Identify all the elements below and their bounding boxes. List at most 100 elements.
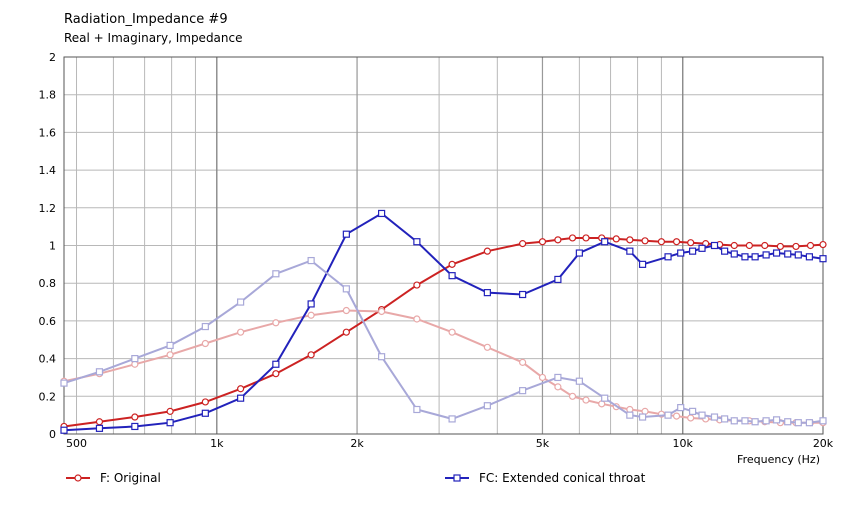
data-point <box>60 426 68 434</box>
data-point <box>792 242 800 251</box>
data-point <box>60 379 68 387</box>
data-point <box>554 383 562 391</box>
data-point <box>307 256 315 265</box>
data-point <box>664 411 672 419</box>
data-point <box>601 238 609 246</box>
x-tick-labels: 500 1k 2k 5k 10k 20k <box>66 437 834 450</box>
series-layer <box>60 209 827 434</box>
data-point <box>568 392 577 400</box>
data-point <box>762 417 770 425</box>
data-point <box>519 240 527 248</box>
x-tick-label: 10k <box>673 437 694 450</box>
data-point <box>672 238 681 246</box>
data-point <box>378 353 386 361</box>
data-point <box>272 270 280 278</box>
data-point <box>638 413 647 421</box>
legend-label: F: Original <box>100 471 161 485</box>
data-point <box>307 311 315 319</box>
data-point <box>698 411 706 419</box>
legend-label: FC: Extended conical throat <box>479 471 646 485</box>
data-point <box>772 416 781 424</box>
data-point <box>307 351 315 359</box>
series-line <box>63 259 824 424</box>
data-point <box>687 414 695 422</box>
data-point <box>819 255 827 263</box>
x-tick-label: 500 <box>66 437 87 450</box>
data-point <box>730 241 738 250</box>
data-point <box>131 422 139 431</box>
series-FC-imag <box>60 256 827 427</box>
series-F-real <box>60 234 827 431</box>
data-point <box>166 341 174 350</box>
data-point <box>483 343 491 351</box>
data-point <box>751 253 759 261</box>
data-point <box>741 253 749 261</box>
data-point <box>641 237 649 245</box>
data-point <box>575 249 583 257</box>
data-point <box>378 307 386 316</box>
data-point <box>413 281 421 289</box>
data-point <box>819 417 827 425</box>
data-point <box>689 247 697 255</box>
data-point <box>237 385 245 393</box>
data-point <box>730 417 738 425</box>
data-point <box>131 355 139 363</box>
data-point <box>237 328 245 336</box>
data-point <box>745 241 753 250</box>
y-tick-label: 1.8 <box>39 89 57 102</box>
data-point <box>601 394 609 402</box>
data-point <box>538 373 547 382</box>
data-point <box>794 251 802 259</box>
data-point <box>237 394 245 402</box>
data-point <box>677 404 685 412</box>
data-point <box>626 247 634 255</box>
data-point <box>819 240 827 249</box>
data-point <box>626 236 634 244</box>
data-point <box>483 247 491 255</box>
data-point <box>806 241 815 250</box>
data-point <box>201 398 209 406</box>
data-point <box>568 234 577 242</box>
data-point <box>805 253 813 261</box>
data-point <box>95 418 104 426</box>
data-point <box>554 275 562 284</box>
data-point <box>448 415 456 423</box>
y-tick-label: 0.4 <box>39 353 57 366</box>
y-tick-label: 0.6 <box>39 315 57 328</box>
data-point <box>272 370 280 378</box>
data-point <box>519 358 527 366</box>
data-point <box>721 415 729 423</box>
data-point <box>677 249 685 257</box>
data-point <box>672 412 681 420</box>
data-point <box>582 396 590 404</box>
series-line <box>63 309 823 424</box>
data-point <box>762 251 770 259</box>
legend: F: Original FC: Extended conical throat <box>66 471 646 485</box>
y-tick-label: 1.6 <box>39 126 57 139</box>
data-point <box>483 289 491 297</box>
y-tick-label: 0.8 <box>39 277 57 290</box>
data-point <box>201 339 209 348</box>
data-point <box>710 241 719 250</box>
data-point <box>272 360 280 368</box>
data-point <box>554 236 562 244</box>
data-point <box>307 300 315 308</box>
data-point <box>698 244 706 252</box>
y-tick-label: 0.2 <box>39 390 57 403</box>
data-point <box>95 368 104 376</box>
data-point <box>342 328 350 336</box>
x-tick-label: 1k <box>210 437 224 450</box>
data-point <box>201 409 209 417</box>
data-point <box>751 418 759 426</box>
x-tick-label: 2k <box>350 437 364 450</box>
data-point <box>166 407 174 415</box>
data-point <box>794 419 802 427</box>
y-tick-label: 1 <box>49 240 56 253</box>
data-point <box>538 238 547 246</box>
data-point <box>638 260 647 268</box>
data-point <box>554 373 562 382</box>
data-point <box>805 419 813 427</box>
x-tick-label: 20k <box>813 437 834 450</box>
y-tick-labels: 0 0.2 0.4 0.6 0.8 1 1.2 1.4 1.6 1.8 2 <box>39 51 57 441</box>
